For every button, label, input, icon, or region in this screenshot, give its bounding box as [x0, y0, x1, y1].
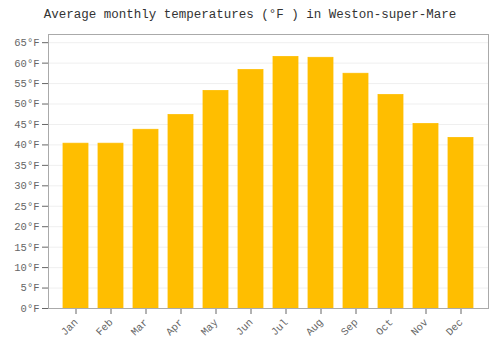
svg-text:0°F: 0°F [21, 303, 40, 315]
html-text:Average monthly temperatures (: Average monthly temperatures (°F ) in We… [43, 8, 457, 22]
svg-text:Mar: Mar [129, 316, 151, 338]
svg-text:Oct: Oct [374, 316, 396, 338]
svg-text:55°F: 55°F [14, 78, 39, 90]
svg-text:65°F: 65°F [14, 37, 39, 49]
svg-text:30°F: 30°F [14, 180, 39, 192]
svg-text:15°F: 15°F [14, 242, 39, 254]
svg-text:Apr: Apr [164, 316, 186, 338]
svg-text:Feb: Feb [94, 316, 116, 338]
svg-text:35°F: 35°F [14, 160, 39, 172]
svg-text:40°F: 40°F [14, 139, 39, 151]
svg-text:60°F: 60°F [14, 57, 39, 69]
svg-text:Aug: Aug [304, 316, 326, 338]
svg-text:5°F: 5°F [21, 282, 40, 294]
svg-text:Dec: Dec [444, 316, 466, 338]
svg-text:25°F: 25°F [14, 201, 39, 213]
svg-text:10°F: 10°F [14, 262, 39, 274]
svg-text:Nov: Nov [409, 316, 431, 338]
svg-text:50°F: 50°F [14, 98, 39, 110]
svg-text:May: May [199, 316, 221, 338]
svg-text:45°F: 45°F [14, 119, 39, 131]
svg-text:20°F: 20°F [14, 221, 39, 233]
svg-text:Jul: Jul [269, 316, 291, 338]
svg-text:Jun: Jun [234, 316, 256, 338]
svg-text:Sep: Sep [339, 316, 361, 338]
svg-text:Jan: Jan [59, 316, 81, 338]
